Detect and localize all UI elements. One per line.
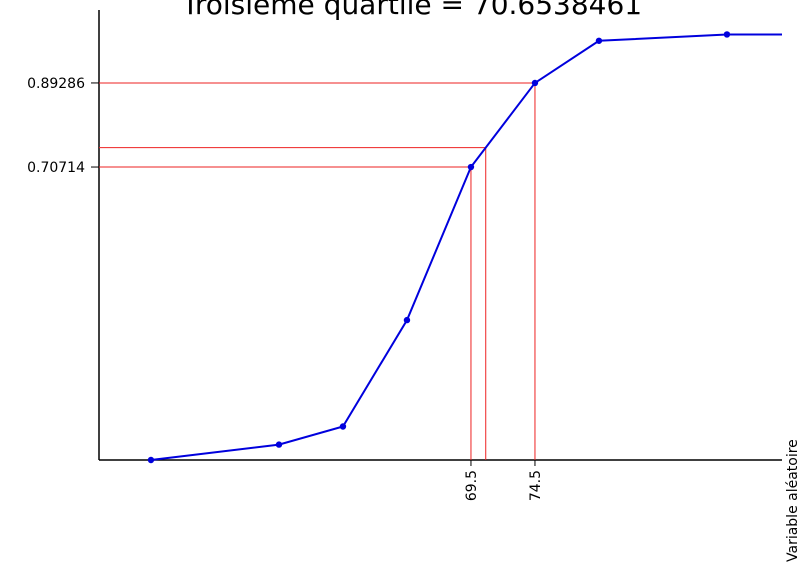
- data-point: [339, 423, 347, 430]
- data-point: [595, 37, 603, 44]
- x-tick-label: 74.5: [528, 470, 544, 501]
- y-tick-label: 0.70714: [27, 160, 85, 176]
- data-point: [147, 456, 155, 464]
- x-tick-label: 69.5: [464, 470, 480, 501]
- y-tick-label: 0.89286: [27, 76, 85, 92]
- data-point: [467, 163, 475, 171]
- chart-title: Troisième quartile = 70.6538461: [181, 0, 642, 21]
- data-point: [531, 79, 539, 87]
- data-point: [723, 31, 731, 38]
- data-point: [403, 316, 411, 324]
- ogive-line: [150, 33, 728, 461]
- x-axis-label: Variable aléatoire: [785, 439, 799, 562]
- data-point: [275, 441, 283, 448]
